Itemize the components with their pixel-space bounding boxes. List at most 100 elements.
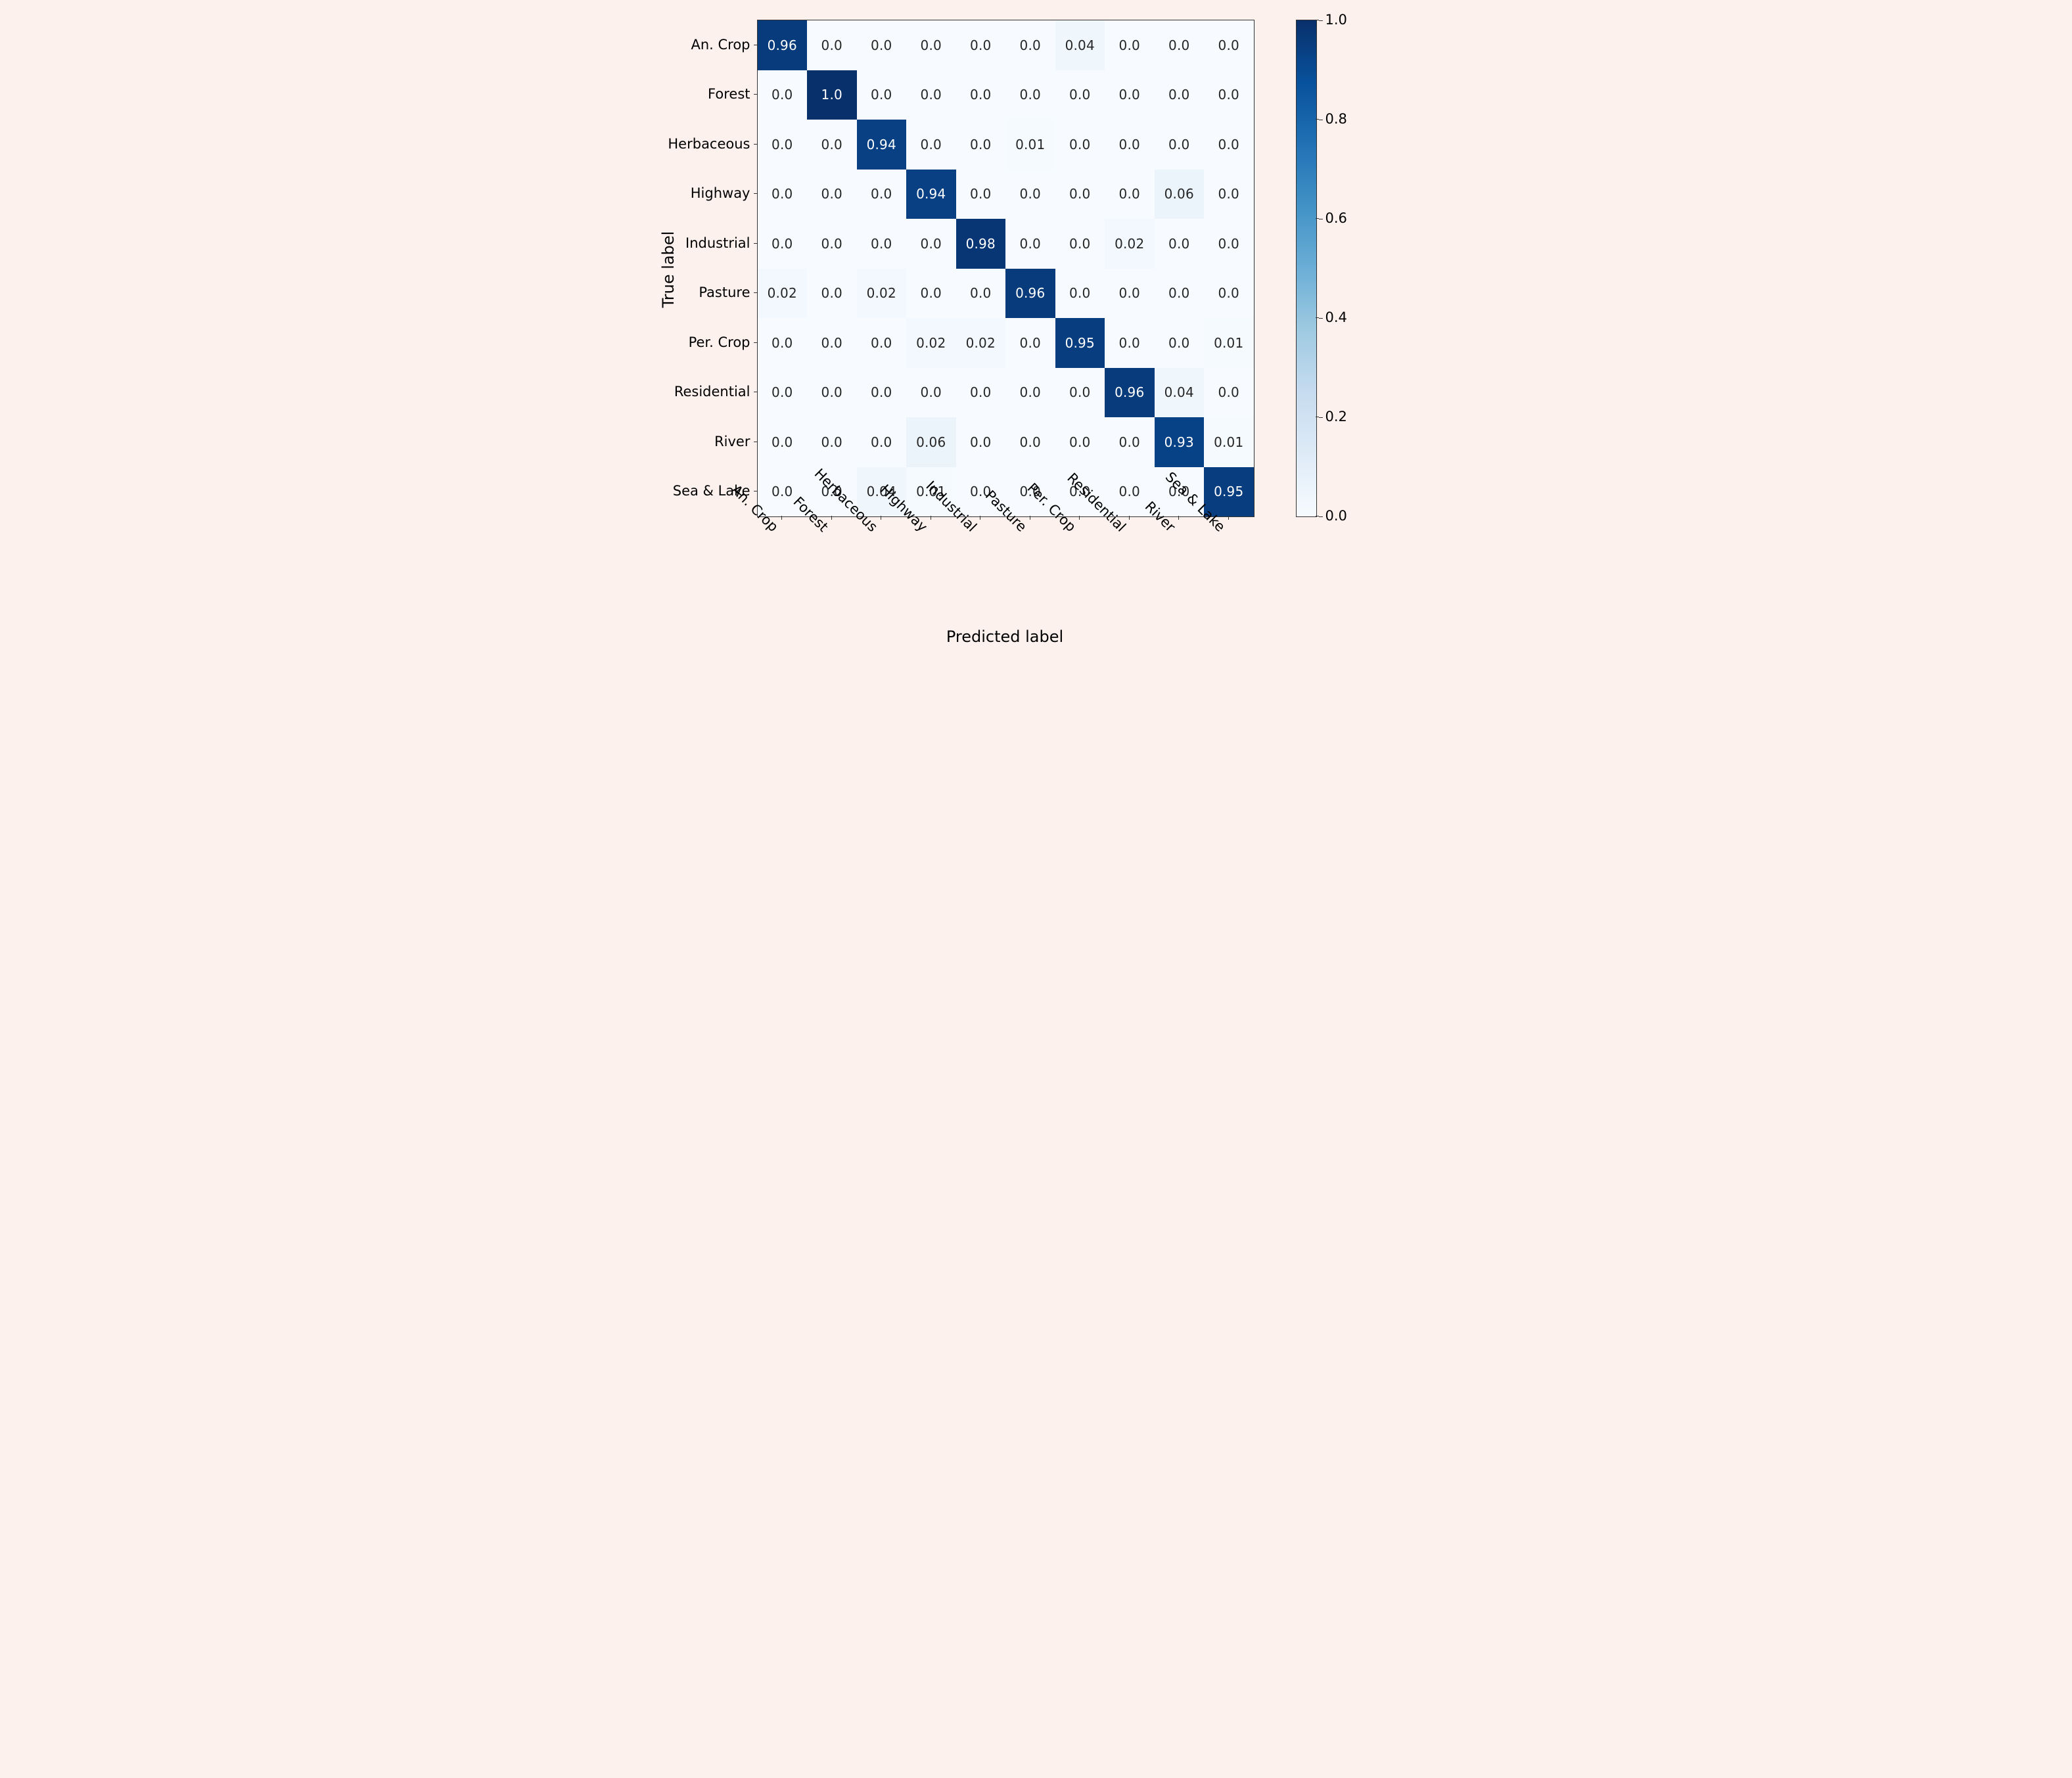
- heatmap-cell: 0.0: [807, 269, 857, 319]
- heatmap-cell: 0.0: [1005, 318, 1055, 368]
- colorbar-tick-mark: [1316, 119, 1319, 120]
- y-tick-mark: [754, 193, 757, 194]
- heatmap-cell: 0.0: [1155, 70, 1205, 120]
- y-tick-label: Herbaceous: [649, 136, 750, 152]
- heatmap-cell: 0.0: [1155, 219, 1205, 269]
- heatmap-cell: 0.0: [1055, 70, 1105, 120]
- y-axis-label: True label: [659, 230, 678, 309]
- heatmap-cell: 0.01: [1005, 120, 1055, 170]
- colorbar-tick-label: 1.0: [1319, 12, 1347, 28]
- heatmap-cell: 0.0: [1005, 368, 1055, 418]
- heatmap-cell: 0.0: [857, 368, 907, 418]
- colorbar-tick-mark: [1316, 317, 1319, 318]
- heatmap-cell: 0.0: [758, 170, 808, 219]
- heatmap-cell: 0.0: [1105, 70, 1155, 120]
- heatmap-cell: 0.06: [1155, 170, 1205, 219]
- heatmap-cell: 0.0: [1204, 170, 1254, 219]
- heatmap-cell: 0.0: [1105, 269, 1155, 319]
- heatmap-cell: 0.0: [807, 318, 857, 368]
- heatmap-cell: 0.0: [1055, 269, 1105, 319]
- heatmap-cell: 0.0: [1005, 70, 1055, 120]
- heatmap-cell: 0.0: [1005, 20, 1055, 70]
- heatmap-cell: 0.0: [1204, 368, 1254, 418]
- heatmap-cell: 0.96: [1105, 368, 1155, 418]
- confusion-matrix-figure: 0.960.00.00.00.00.00.040.00.00.00.01.00.…: [649, 0, 1424, 666]
- colorbar-tick-label: 0.8: [1319, 111, 1347, 127]
- y-tick-mark: [754, 94, 757, 95]
- heatmap-cell: 0.0: [857, 219, 907, 269]
- heatmap-plot-area: 0.960.00.00.00.00.00.040.00.00.00.01.00.…: [757, 20, 1255, 517]
- y-tick-label: Per. Crop: [649, 334, 750, 350]
- heatmap-cell: 0.0: [906, 368, 956, 418]
- heatmap-cell: 1.0: [807, 70, 857, 120]
- x-tick-mark: [1079, 516, 1080, 520]
- heatmap-cell: 0.0: [956, 20, 1006, 70]
- heatmap-cell: 0.04: [1055, 20, 1105, 70]
- heatmap-cell: 0.0: [906, 20, 956, 70]
- heatmap-cell: 0.02: [758, 269, 808, 319]
- x-tick-mark: [831, 516, 832, 520]
- heatmap-cell: 0.0: [758, 318, 808, 368]
- heatmap-cell: 0.0: [758, 120, 808, 170]
- heatmap-cell: 0.94: [857, 120, 907, 170]
- heatmap-cell: 0.0: [1204, 120, 1254, 170]
- y-tick-label: Highway: [649, 185, 750, 201]
- colorbar-tick-label: 0.2: [1319, 409, 1347, 424]
- colorbar-tick-label: 0.4: [1319, 309, 1347, 325]
- heatmap-cell: 0.0: [956, 120, 1006, 170]
- heatmap-cell: 0.0: [1204, 269, 1254, 319]
- heatmap-grid: 0.960.00.00.00.00.00.040.00.00.00.01.00.…: [758, 20, 1254, 516]
- heatmap-cell: 0.0: [1155, 318, 1205, 368]
- heatmap-cell: 0.0: [758, 219, 808, 269]
- heatmap-cell: 0.0: [1005, 170, 1055, 219]
- y-tick-mark: [754, 144, 757, 145]
- heatmap-cell: 0.02: [956, 318, 1006, 368]
- x-tick-mark: [1228, 516, 1229, 520]
- x-tick-mark: [1178, 516, 1179, 520]
- heatmap-cell: 0.0: [807, 219, 857, 269]
- heatmap-cell: 0.0: [1105, 120, 1155, 170]
- heatmap-cell: 0.0: [807, 170, 857, 219]
- heatmap-cell: 0.0: [956, 368, 1006, 418]
- heatmap-cell: 0.0: [857, 318, 907, 368]
- heatmap-cell: 0.02: [906, 318, 956, 368]
- heatmap-cell: 0.0: [906, 219, 956, 269]
- heatmap-cell: 0.0: [956, 269, 1006, 319]
- heatmap-cell: 0.0: [906, 269, 956, 319]
- heatmap-cell: 0.0: [758, 368, 808, 418]
- y-tick-label: Residential: [649, 384, 750, 399]
- x-tick-mark: [1129, 516, 1130, 520]
- heatmap-cell: 0.0: [857, 170, 907, 219]
- heatmap-cell: 0.0: [1204, 70, 1254, 120]
- y-tick-label: River: [649, 434, 750, 449]
- heatmap-cell: 0.0: [1055, 219, 1105, 269]
- heatmap-cell: 0.0: [1105, 318, 1155, 368]
- heatmap-cell: 0.02: [1105, 219, 1155, 269]
- x-tick-mark: [781, 516, 782, 520]
- heatmap-cell: 0.94: [906, 170, 956, 219]
- heatmap-cell: 0.0: [758, 70, 808, 120]
- heatmap-cell: 0.96: [758, 20, 808, 70]
- heatmap-cell: 0.0: [1204, 219, 1254, 269]
- colorbar: [1296, 20, 1317, 517]
- colorbar-gradient: [1297, 20, 1316, 516]
- heatmap-cell: 0.0: [1155, 120, 1205, 170]
- heatmap-cell: 0.04: [1155, 368, 1205, 418]
- heatmap-cell: 0.98: [956, 219, 1006, 269]
- y-tick-mark: [754, 243, 757, 244]
- colorbar-tick-mark: [1316, 218, 1319, 219]
- heatmap-cell: 0.02: [857, 269, 907, 319]
- colorbar-tick-label: 0.0: [1319, 508, 1347, 524]
- y-tick-label: Forest: [649, 86, 750, 102]
- heatmap-cell: 0.0: [1204, 20, 1254, 70]
- heatmap-cell: 0.0: [807, 120, 857, 170]
- heatmap-cell: 0.0: [857, 20, 907, 70]
- heatmap-cell: 0.95: [1055, 318, 1105, 368]
- heatmap-cell: 0.96: [1005, 269, 1055, 319]
- y-tick-mark: [754, 342, 757, 343]
- heatmap-cell: 0.0: [857, 70, 907, 120]
- heatmap-cell: 0.0: [1055, 170, 1105, 219]
- colorbar-tick-label: 0.6: [1319, 210, 1347, 226]
- heatmap-cell: 0.0: [906, 120, 956, 170]
- heatmap-cell: 0.01: [1204, 318, 1254, 368]
